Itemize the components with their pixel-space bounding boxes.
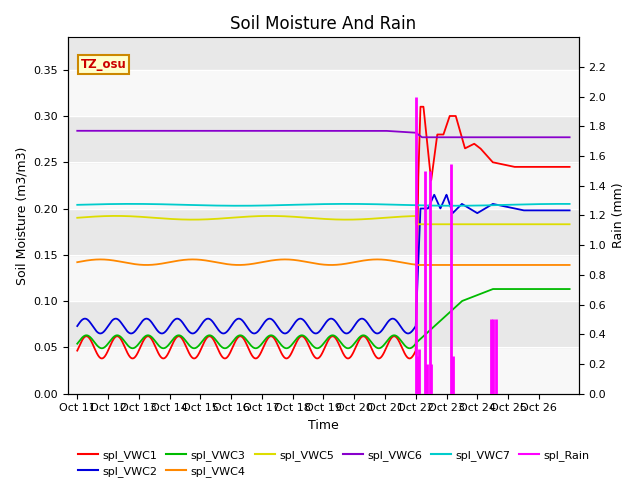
Text: TZ_osu: TZ_osu — [81, 58, 127, 71]
Bar — [68, 301, 579, 348]
Y-axis label: Rain (mm): Rain (mm) — [612, 183, 625, 248]
Title: Soil Moisture And Rain: Soil Moisture And Rain — [230, 15, 417, 33]
Bar — [68, 208, 579, 255]
Bar — [68, 162, 579, 208]
Legend: spl_VWC1, spl_VWC2, spl_VWC3, spl_VWC4, spl_VWC5, spl_VWC6, spl_VWC7, spl_Rain: spl_VWC1, spl_VWC2, spl_VWC3, spl_VWC4, … — [74, 445, 595, 480]
Bar — [68, 70, 579, 116]
Bar — [68, 348, 579, 394]
X-axis label: Time: Time — [308, 419, 339, 432]
Bar — [68, 255, 579, 301]
Bar — [68, 116, 579, 162]
Y-axis label: Soil Moisture (m3/m3): Soil Moisture (m3/m3) — [15, 146, 28, 285]
